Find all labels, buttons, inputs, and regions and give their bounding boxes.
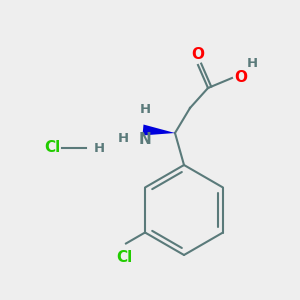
Text: H: H	[94, 142, 105, 154]
Text: O: O	[191, 47, 205, 62]
Text: Cl: Cl	[116, 250, 132, 265]
Text: H: H	[247, 57, 258, 70]
Text: Cl: Cl	[44, 140, 60, 155]
Text: O: O	[234, 70, 247, 86]
Text: H: H	[118, 131, 129, 145]
Polygon shape	[142, 124, 175, 136]
Text: N: N	[139, 132, 152, 147]
Text: H: H	[140, 103, 151, 116]
